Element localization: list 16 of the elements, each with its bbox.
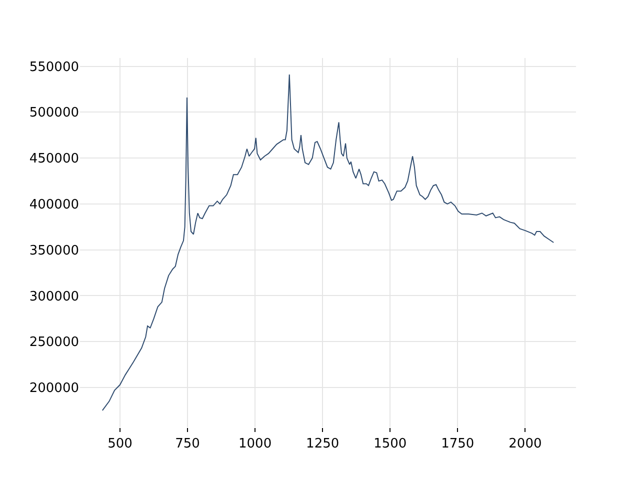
y-tick-label: 500000 — [29, 106, 79, 121]
y-tick-label: 300000 — [29, 289, 79, 304]
x-tick-label: 1750 — [441, 436, 474, 452]
y-tick-label: 250000 — [29, 335, 79, 350]
y-tick-label: 200000 — [29, 381, 79, 396]
y-tick-label: 450000 — [29, 152, 79, 167]
x-tick-label: 1000 — [238, 436, 272, 452]
x-tick-label: 1250 — [306, 436, 340, 452]
line-series — [102, 74, 554, 411]
y-tick-label: 400000 — [29, 198, 79, 212]
y-tick-label: 550000 — [29, 60, 79, 75]
x-tick-label: 750 — [175, 436, 200, 452]
x-tick-label: 2000 — [508, 436, 542, 452]
y-tick-label: 350000 — [29, 243, 79, 258]
x-tick-label: 500 — [108, 436, 132, 452]
x-tick-label: 1500 — [374, 436, 407, 452]
